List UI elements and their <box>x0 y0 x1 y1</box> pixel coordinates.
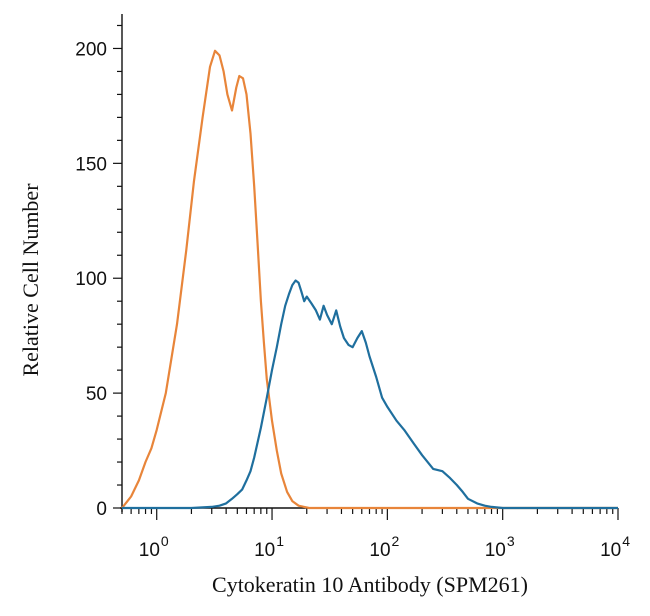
x-tick-label: 100 <box>139 533 169 561</box>
series-group <box>121 49 618 510</box>
y-axis-title: Relative Cell Number <box>18 183 43 377</box>
x-tick-label: 103 <box>485 533 515 561</box>
y-tick-label: 50 <box>86 384 107 405</box>
axes <box>113 14 619 520</box>
x-axis-title: Cytokeratin 10 Antibody (SPM261) <box>212 572 528 597</box>
y-tick-label: 150 <box>75 154 107 175</box>
y-tick-label: 200 <box>75 39 107 60</box>
y-tick-label: 0 <box>96 499 107 520</box>
series-line-2 <box>122 279 618 510</box>
x-tick-label: 102 <box>369 533 399 561</box>
series-line-1 <box>121 49 618 510</box>
x-tick-label: 104 <box>600 533 630 561</box>
x-tick-label: 101 <box>254 533 284 561</box>
labels-group: 0 50 100 150 200 100 101 102 103 104 <box>75 39 630 561</box>
y-tick-label: 100 <box>75 269 107 290</box>
